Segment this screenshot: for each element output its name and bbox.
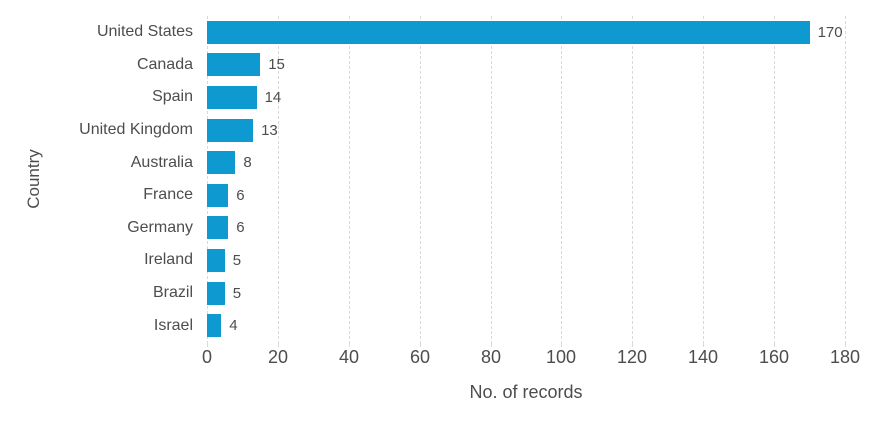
- bar-row: 5: [207, 244, 845, 277]
- x-tick-label: 60: [409, 347, 431, 367]
- tick-mark: [845, 342, 846, 347]
- bar-value-label: 8: [243, 154, 252, 172]
- bar: [207, 183, 229, 207]
- category-axis-labels: United States Canada Spain United Kingdom Au…: [0, 16, 193, 342]
- gridline: [774, 16, 775, 342]
- bar: [207, 314, 222, 338]
- x-tick-label: 80: [480, 347, 502, 367]
- bar-rows: 170 15 14 13 8 6 6 5 5 4: [207, 16, 845, 342]
- category-label: Canada: [136, 55, 193, 73]
- bar-row: 170: [207, 16, 845, 49]
- x-tick-label: 140: [687, 347, 719, 367]
- bar: [207, 248, 225, 272]
- bar: [207, 20, 810, 44]
- tick-mark: [561, 342, 562, 347]
- category-label: Ireland: [144, 251, 193, 269]
- category-label: Australia: [130, 153, 193, 171]
- category-label: United States: [96, 23, 193, 41]
- category-label: United Kingdom: [79, 121, 193, 139]
- gridline: [207, 16, 208, 342]
- bar-value-label: 5: [232, 251, 242, 269]
- tick-mark: [420, 342, 421, 347]
- bar-value-label: 14: [264, 88, 282, 106]
- category-label: Brazil: [152, 284, 193, 302]
- bar-value-label: 15: [268, 56, 285, 74]
- x-tick-label: 100: [545, 347, 577, 367]
- bar-value-label: 170: [817, 23, 843, 41]
- bar: [207, 53, 261, 77]
- bar-value-label: 6: [236, 186, 245, 204]
- bar-row: 13: [207, 114, 845, 147]
- x-tick-label: 0: [201, 347, 212, 367]
- gridline: [491, 16, 492, 342]
- tick-mark: [349, 342, 350, 347]
- x-tick-label: 20: [267, 347, 289, 367]
- gridline: [845, 16, 846, 342]
- category-label: Germany: [127, 218, 193, 236]
- category-label: France: [143, 186, 193, 204]
- bar: [207, 118, 254, 142]
- gridline: [703, 16, 704, 342]
- x-tick-label: 180: [829, 347, 861, 367]
- bar: [207, 216, 229, 240]
- bar-value-label: 5: [232, 284, 242, 302]
- bar-value-label: 13: [261, 121, 278, 139]
- bar: [207, 281, 225, 305]
- bar-row: 6: [207, 179, 845, 212]
- bar-row: 5: [207, 277, 845, 310]
- x-tick-label: 160: [758, 347, 790, 367]
- plot-area: 170 15 14 13 8 6 6 5 5 4: [207, 16, 846, 342]
- bar-row: 15: [207, 49, 845, 82]
- category-label: Israel: [153, 316, 193, 334]
- bar-value-label: 4: [229, 317, 238, 335]
- tick-mark: [491, 342, 492, 347]
- tick-mark: [703, 342, 704, 347]
- x-tick-label: 120: [616, 347, 648, 367]
- bar: [207, 151, 236, 175]
- bar: [207, 85, 257, 109]
- bar-row: 8: [207, 146, 845, 179]
- bar-row: 14: [207, 81, 845, 114]
- gridline: [278, 16, 279, 342]
- tick-mark: [207, 342, 208, 347]
- tick-mark: [278, 342, 279, 347]
- tick-mark: [632, 342, 633, 347]
- bar-value-label: 6: [236, 219, 245, 237]
- bar-row: 6: [207, 212, 845, 245]
- x-axis-title: No. of records: [469, 382, 583, 402]
- gridline: [632, 16, 633, 342]
- bar-row: 4: [207, 309, 845, 342]
- gridline: [420, 16, 421, 342]
- tick-mark: [774, 342, 775, 347]
- x-axis-ticks: 0 20 40 60 80 100 120 140 160 180: [202, 342, 860, 372]
- x-tick-label: 40: [338, 347, 360, 367]
- gridline: [561, 16, 562, 342]
- gridline: [349, 16, 350, 342]
- category-label: Spain: [152, 88, 193, 106]
